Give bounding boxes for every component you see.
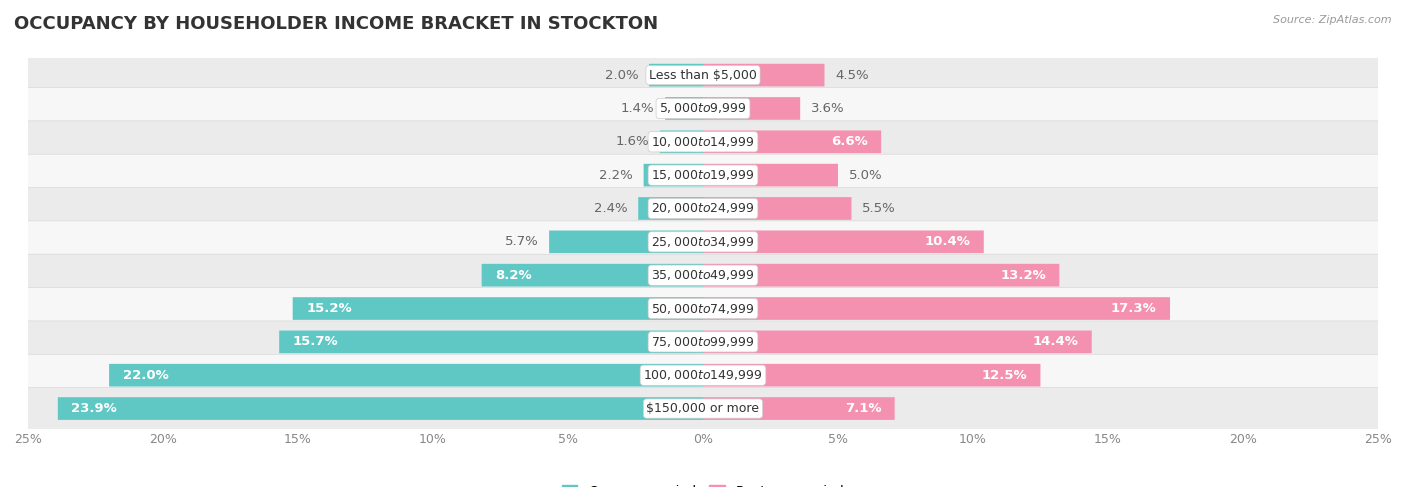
Text: 7.1%: 7.1% — [845, 402, 882, 415]
Text: Source: ZipAtlas.com: Source: ZipAtlas.com — [1274, 15, 1392, 25]
Text: $25,000 to $34,999: $25,000 to $34,999 — [651, 235, 755, 249]
Text: $150,000 or more: $150,000 or more — [647, 402, 759, 415]
FancyBboxPatch shape — [703, 264, 1059, 286]
FancyBboxPatch shape — [58, 397, 703, 420]
FancyBboxPatch shape — [703, 64, 824, 87]
Text: 15.7%: 15.7% — [292, 336, 339, 348]
Text: $5,000 to $9,999: $5,000 to $9,999 — [659, 101, 747, 115]
Text: 17.3%: 17.3% — [1111, 302, 1157, 315]
FancyBboxPatch shape — [665, 97, 703, 120]
FancyBboxPatch shape — [25, 154, 1381, 196]
Text: 10.4%: 10.4% — [924, 235, 970, 248]
FancyBboxPatch shape — [703, 397, 894, 420]
Text: 6.6%: 6.6% — [831, 135, 868, 149]
FancyBboxPatch shape — [550, 230, 703, 253]
Text: $50,000 to $74,999: $50,000 to $74,999 — [651, 301, 755, 316]
Text: 1.4%: 1.4% — [621, 102, 654, 115]
FancyBboxPatch shape — [703, 97, 800, 120]
FancyBboxPatch shape — [638, 197, 703, 220]
Text: $15,000 to $19,999: $15,000 to $19,999 — [651, 168, 755, 182]
Text: 5.7%: 5.7% — [505, 235, 538, 248]
FancyBboxPatch shape — [659, 131, 703, 153]
Text: $10,000 to $14,999: $10,000 to $14,999 — [651, 135, 755, 149]
FancyBboxPatch shape — [25, 254, 1381, 296]
Text: $35,000 to $49,999: $35,000 to $49,999 — [651, 268, 755, 282]
FancyBboxPatch shape — [25, 388, 1381, 430]
Text: Less than $5,000: Less than $5,000 — [650, 69, 756, 82]
FancyBboxPatch shape — [25, 88, 1381, 130]
Text: 3.6%: 3.6% — [811, 102, 845, 115]
Text: OCCUPANCY BY HOUSEHOLDER INCOME BRACKET IN STOCKTON: OCCUPANCY BY HOUSEHOLDER INCOME BRACKET … — [14, 15, 658, 33]
FancyBboxPatch shape — [703, 297, 1170, 320]
FancyBboxPatch shape — [703, 164, 838, 187]
FancyBboxPatch shape — [703, 331, 1091, 353]
Text: 12.5%: 12.5% — [981, 369, 1026, 382]
FancyBboxPatch shape — [25, 54, 1381, 96]
Text: 4.5%: 4.5% — [835, 69, 869, 82]
FancyBboxPatch shape — [292, 297, 703, 320]
FancyBboxPatch shape — [110, 364, 703, 387]
Text: 2.2%: 2.2% — [599, 169, 633, 182]
FancyBboxPatch shape — [650, 64, 703, 87]
Text: 8.2%: 8.2% — [495, 269, 531, 281]
Text: 1.6%: 1.6% — [616, 135, 650, 149]
Text: $100,000 to $149,999: $100,000 to $149,999 — [644, 368, 762, 382]
FancyBboxPatch shape — [703, 131, 882, 153]
FancyBboxPatch shape — [644, 164, 703, 187]
FancyBboxPatch shape — [25, 187, 1381, 229]
Text: 14.4%: 14.4% — [1032, 336, 1078, 348]
FancyBboxPatch shape — [280, 331, 703, 353]
FancyBboxPatch shape — [25, 288, 1381, 330]
FancyBboxPatch shape — [703, 364, 1040, 387]
Text: 23.9%: 23.9% — [72, 402, 117, 415]
FancyBboxPatch shape — [25, 354, 1381, 396]
FancyBboxPatch shape — [25, 221, 1381, 263]
Text: 2.4%: 2.4% — [593, 202, 627, 215]
Text: 22.0%: 22.0% — [122, 369, 169, 382]
Text: 5.5%: 5.5% — [862, 202, 896, 215]
Text: $75,000 to $99,999: $75,000 to $99,999 — [651, 335, 755, 349]
FancyBboxPatch shape — [703, 197, 852, 220]
Text: 2.0%: 2.0% — [605, 69, 638, 82]
Text: 15.2%: 15.2% — [307, 302, 352, 315]
Text: 13.2%: 13.2% — [1000, 269, 1046, 281]
FancyBboxPatch shape — [25, 321, 1381, 363]
Legend: Owner-occupied, Renter-occupied: Owner-occupied, Renter-occupied — [557, 480, 849, 487]
FancyBboxPatch shape — [703, 230, 984, 253]
Text: $20,000 to $24,999: $20,000 to $24,999 — [651, 202, 755, 215]
FancyBboxPatch shape — [25, 121, 1381, 163]
Text: 5.0%: 5.0% — [849, 169, 883, 182]
FancyBboxPatch shape — [482, 264, 703, 286]
